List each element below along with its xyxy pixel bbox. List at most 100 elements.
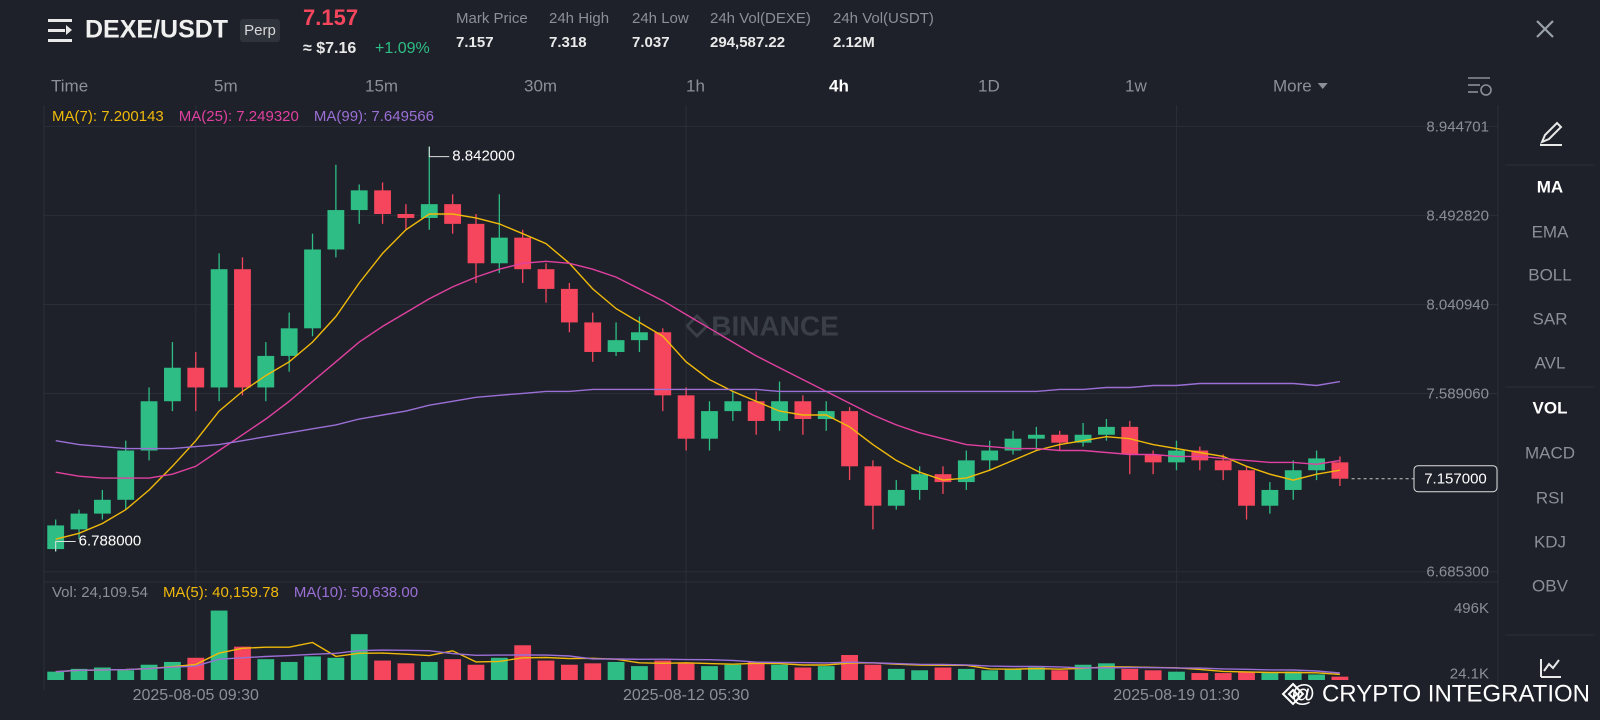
timeframe-tab[interactable]: More: [1273, 76, 1312, 95]
volume-ma-line: [55, 641, 1340, 676]
volume-bar: [420, 661, 438, 680]
volume-bar: [887, 668, 905, 680]
volume-bar: [911, 670, 929, 680]
volume-bar: [327, 657, 345, 680]
volume-bar: [164, 661, 181, 680]
menu-bar: [48, 29, 65, 32]
volume-bar: [350, 634, 368, 680]
volume-bar: [1191, 673, 1209, 680]
legend-entry: MA(10): 50,638.00: [294, 584, 418, 601]
legend-value: 50,638.00: [351, 584, 418, 601]
candle-body: [397, 214, 415, 218]
stat-value: 7.157: [456, 34, 494, 51]
volume-bar: [117, 670, 135, 680]
x-tick-label: 2025-08-12 05:30: [623, 687, 749, 704]
candle-body: [140, 401, 158, 451]
candle-body: [514, 237, 532, 270]
candle-body: [164, 367, 181, 402]
candle-body: [747, 401, 765, 421]
candle-body: [724, 401, 742, 412]
dropdown-caret: [1317, 83, 1328, 89]
indicator-tab[interactable]: OBV: [1532, 576, 1569, 595]
candle-body: [93, 499, 111, 514]
volume-bar: [467, 664, 485, 680]
footer-text: @ CRYPTO INTEGRATION: [1291, 680, 1590, 707]
ma-line: [55, 213, 1341, 540]
candle-body: [1098, 426, 1115, 435]
candle-body: [864, 466, 882, 506]
legend-entry: MA(99): 7.649566: [314, 108, 434, 125]
indicator-tab[interactable]: BOLL: [1528, 265, 1571, 284]
indicator-tab[interactable]: MA: [1537, 177, 1563, 196]
y-tick-label: 6.685300: [1426, 564, 1489, 581]
candle-body: [981, 450, 999, 461]
close-button[interactable]: [1536, 20, 1554, 38]
legend-value: 40,159.78: [212, 584, 279, 601]
legend-value: 7.649566: [371, 108, 434, 125]
usd-price: ≈ $7.16: [303, 40, 356, 57]
volume-bar: [304, 656, 321, 680]
timeframe-tab[interactable]: 5m: [214, 76, 238, 95]
legend-sep: :: [204, 584, 212, 601]
indicator-tab[interactable]: VOL: [1533, 398, 1568, 417]
volume-bar: [397, 663, 415, 680]
candle-body: [677, 395, 695, 439]
timeframe-tab[interactable]: 1D: [978, 76, 1000, 95]
stat-label: 24h High: [549, 10, 609, 27]
candle-body: [374, 190, 391, 215]
candle-body: [701, 411, 718, 439]
timeframe-tab[interactable]: 30m: [524, 76, 557, 95]
indicator-tab[interactable]: SAR: [1533, 309, 1568, 328]
draw-tool[interactable]: [1540, 121, 1563, 146]
volume-bar: [1051, 670, 1069, 680]
timeframe-tab[interactable]: Time: [51, 76, 88, 95]
annotation-label: 6.788000: [79, 532, 142, 549]
chart-settings[interactable]: [1468, 77, 1492, 96]
candle-body: [934, 474, 952, 483]
indicator-tab[interactable]: RSI: [1536, 488, 1564, 507]
candle-body: [1261, 489, 1279, 506]
candle-body: [117, 450, 135, 500]
candle-body: [257, 355, 275, 388]
legend-name: Vol: [52, 584, 73, 601]
volume-bar: [1261, 673, 1279, 680]
volume-bar: [537, 660, 555, 680]
volume-bar: [957, 668, 975, 680]
stat-label: 24h Vol(USDT): [833, 10, 934, 27]
indicator-tab[interactable]: EMA: [1532, 222, 1570, 241]
volume-bar: [257, 659, 275, 680]
volume-bar: [934, 667, 952, 680]
timeframe-tab[interactable]: 1w: [1125, 76, 1147, 95]
volume-bar: [1098, 663, 1115, 680]
volume-tick-label: 24.1K: [1450, 666, 1489, 683]
annotation-leader: [428, 146, 450, 158]
legend-sep: :: [93, 108, 101, 125]
indicator-tab[interactable]: KDJ: [1534, 532, 1566, 551]
watermark-logo: [684, 313, 710, 339]
volume-bar: [1121, 668, 1139, 680]
candle-body: [584, 322, 602, 352]
candle-body: [1004, 438, 1022, 451]
candle-body: [210, 269, 228, 388]
timeframe-tab[interactable]: 15m: [365, 76, 398, 95]
y-tick-label: 8.944701: [1426, 118, 1489, 135]
volume-bar: [864, 664, 882, 680]
legend-sep: :: [343, 584, 351, 601]
candle-body: [607, 340, 625, 352]
stat-value: 294,587.22: [710, 34, 785, 51]
indicator-tab[interactable]: MACD: [1525, 443, 1575, 462]
menu-icon[interactable]: [48, 19, 72, 42]
volume-bar: [1214, 673, 1232, 680]
volume-bar: [1331, 676, 1349, 680]
timeframe-tab[interactable]: 1h: [686, 76, 705, 95]
candle-body: [841, 411, 858, 467]
pencil: [1540, 121, 1563, 144]
candle-body: [420, 204, 438, 218]
volume-bar: [631, 666, 648, 680]
candle-body: [537, 269, 555, 289]
indicator-tab[interactable]: AVL: [1535, 353, 1566, 372]
candle-body: [911, 474, 929, 490]
timeframe-tab[interactable]: 4h: [829, 76, 849, 95]
chart-type[interactable]: [1540, 659, 1561, 678]
